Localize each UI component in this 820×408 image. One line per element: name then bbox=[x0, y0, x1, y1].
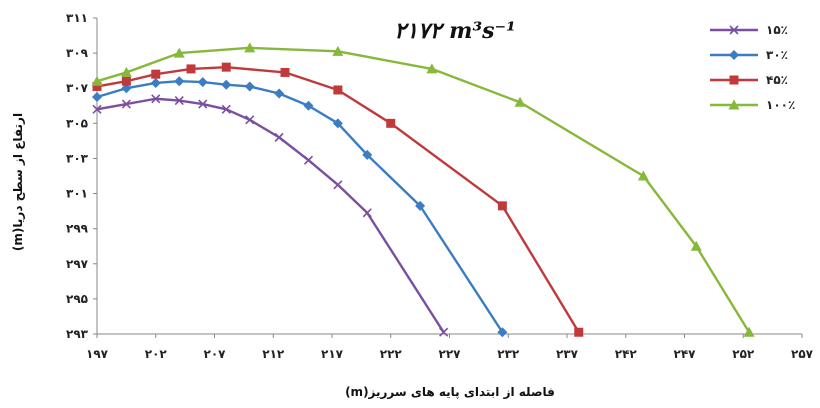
y-tick-label: ۳۰۵ bbox=[66, 116, 88, 130]
x-axis-label: فاصله از ابتدای پایه های سرریز(m) bbox=[345, 385, 555, 399]
chart-title: ۲۱۷۲ m³s⁻¹ bbox=[394, 18, 515, 44]
data-point bbox=[174, 95, 184, 106]
data-point bbox=[150, 77, 161, 88]
series-3 bbox=[92, 62, 584, 337]
data-point bbox=[362, 208, 372, 218]
y-tick-label: ۲۹۷ bbox=[66, 257, 89, 271]
data-point bbox=[362, 149, 373, 160]
data-point bbox=[274, 88, 285, 99]
series-line bbox=[96, 97, 445, 333]
x-tick-label: ۲۴۲ bbox=[615, 347, 638, 361]
legend-label: ۳۰٪ bbox=[766, 48, 788, 62]
data-point bbox=[574, 327, 584, 337]
y-tick-label: ۳۱۱ bbox=[66, 11, 88, 25]
series-line bbox=[96, 79, 504, 333]
data-point bbox=[303, 155, 314, 165]
axes: ۲۹۳ ۲۹۵ ۲۹۷ ۲۹۹ ۳۰۱ ۳۰۳ ۳۰۵ ۳۰۷ ۳۰۹ ۳۱۱ ۱۹۷ ۲۰۲ ۲۰۷ ۲… bbox=[66, 11, 814, 361]
data-point bbox=[245, 115, 255, 125]
x-tick-label: ۲۵۲ bbox=[732, 347, 755, 361]
y-axis-label: ارتفاع از سطح دریا(m) bbox=[11, 113, 25, 251]
legend-label: ۴۵٪ bbox=[766, 73, 788, 87]
data-point bbox=[92, 92, 102, 102]
data-point bbox=[333, 85, 343, 95]
legend: ۱۵٪ ۳۰٪ ۴۵٪ ۱۰۰٪ bbox=[710, 23, 795, 112]
data-point bbox=[637, 170, 649, 181]
x-tick-label: ۲۲۷ bbox=[439, 347, 462, 361]
data-point bbox=[332, 118, 343, 129]
y-tick-label: ۳۰۷ bbox=[66, 81, 89, 95]
x-tick-label: ۲۱۲ bbox=[262, 347, 285, 361]
series-4 bbox=[91, 42, 755, 337]
series-2 bbox=[92, 76, 508, 338]
y-tick-label: ۳۰۳ bbox=[66, 151, 89, 165]
x-tick-label: ۲۳۷ bbox=[556, 347, 579, 361]
y-tick-label: ۲۹۹ bbox=[66, 222, 89, 236]
data-point bbox=[426, 63, 438, 74]
data-point bbox=[280, 67, 290, 77]
data-point bbox=[274, 132, 284, 142]
legend-marker bbox=[728, 99, 740, 110]
y-tick-label: ۳۰۹ bbox=[66, 46, 89, 60]
x-tick-label: ۱۹۷ bbox=[86, 347, 109, 361]
data-point bbox=[92, 104, 102, 114]
legend-item: ۱۰۰٪ bbox=[710, 98, 795, 112]
data-point bbox=[303, 100, 314, 111]
data-point bbox=[121, 83, 132, 94]
data-point bbox=[91, 75, 103, 86]
data-point bbox=[198, 99, 208, 109]
legend-marker bbox=[729, 50, 739, 60]
data-point bbox=[244, 42, 256, 53]
data-point bbox=[221, 79, 232, 90]
legend-marker bbox=[729, 75, 739, 85]
series-1 bbox=[92, 94, 449, 337]
data-point bbox=[121, 76, 131, 86]
data-point bbox=[197, 77, 208, 88]
data-point bbox=[439, 327, 449, 337]
data-point bbox=[221, 62, 231, 72]
data-point bbox=[186, 64, 196, 74]
legend-label: ۱۵٪ bbox=[766, 23, 788, 37]
data-point bbox=[151, 94, 161, 104]
data-point bbox=[743, 326, 755, 337]
x-tick-label: ۲۰۷ bbox=[204, 347, 227, 361]
data-point bbox=[497, 201, 507, 211]
x-tick-label: ۲۴۷ bbox=[674, 347, 697, 361]
legend-item: ۱۵٪ bbox=[710, 23, 788, 37]
data-point bbox=[221, 104, 231, 114]
data-point bbox=[333, 180, 343, 190]
data-point bbox=[386, 118, 396, 128]
data-point bbox=[120, 66, 132, 77]
data-point bbox=[92, 81, 102, 91]
x-tick-label: ۲۱۷ bbox=[321, 347, 344, 361]
data-point bbox=[173, 47, 185, 58]
data-point bbox=[244, 81, 255, 92]
data-point bbox=[121, 99, 131, 109]
x-tick-label: ۲۵۷ bbox=[791, 347, 814, 361]
x-tick-label: ۲۰۲ bbox=[145, 347, 168, 361]
x-tick-label: ۲۳۲ bbox=[497, 347, 520, 361]
data-point bbox=[415, 200, 426, 211]
series-line bbox=[96, 46, 751, 333]
y-tick-label: ۲۹۳ bbox=[66, 327, 89, 341]
series-group bbox=[91, 42, 755, 338]
data-point bbox=[151, 69, 161, 79]
y-tick-label: ۲۹۵ bbox=[66, 292, 88, 306]
data-point bbox=[497, 327, 508, 338]
data-point bbox=[332, 45, 344, 56]
y-tick-label: ۳۰۱ bbox=[66, 187, 88, 201]
legend-label: ۱۰۰٪ bbox=[766, 98, 795, 112]
legend-marker bbox=[729, 25, 739, 35]
data-point bbox=[514, 96, 526, 107]
data-point bbox=[174, 76, 185, 87]
legend-item: ۳۰٪ bbox=[710, 48, 788, 62]
x-tick-label: ۲۲۲ bbox=[380, 347, 403, 361]
data-point bbox=[690, 240, 702, 251]
legend-item: ۴۵٪ bbox=[710, 73, 788, 87]
series-line bbox=[96, 65, 580, 333]
